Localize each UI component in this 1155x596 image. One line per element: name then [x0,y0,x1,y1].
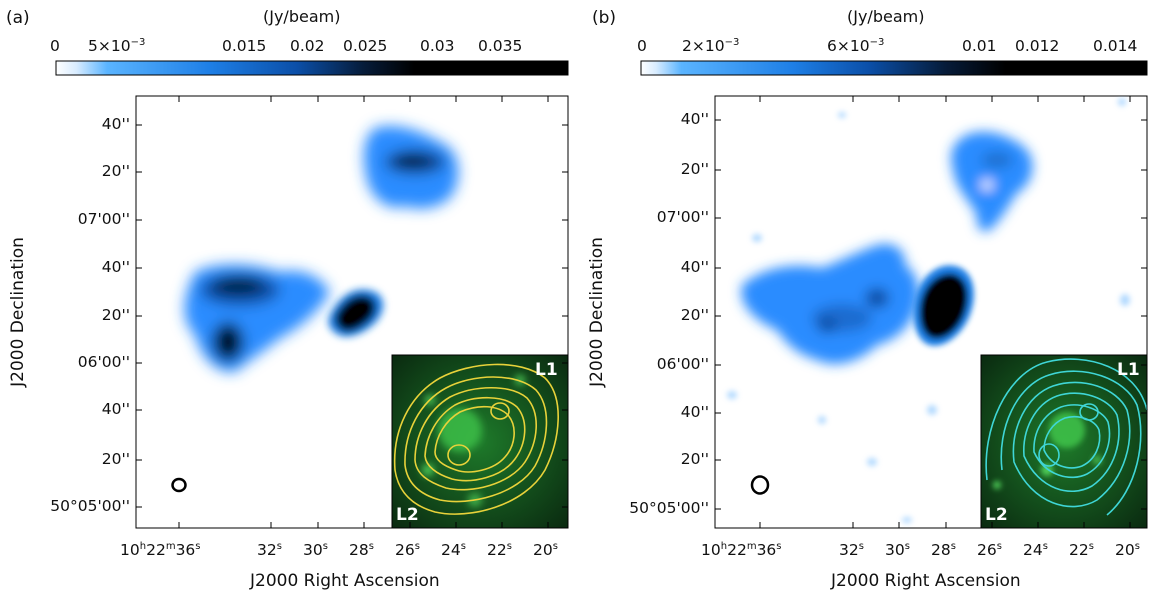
y-tick-label: 20'' [101,306,130,324]
optical-inset [980,354,1148,529]
inset-label-l1: L1 [535,360,558,380]
colorbar-tick: 5×10−3 [88,37,146,56]
y-axis-title: J2000 Declination [587,237,607,387]
y-tick-label: 40'' [680,403,709,421]
panel-label: (a) [6,8,30,28]
emission-core [328,289,384,337]
y-tick-label: 07'00'' [656,208,709,226]
beam-ellipse [171,477,187,493]
emission-south-lobe [184,264,330,373]
emission-south-lobe [741,243,919,365]
x-tick-label: 10h22m36s [120,541,201,560]
colorbar-tick: 0.012 [1015,37,1060,55]
y-tick-label: 50°05'00'' [50,497,130,515]
colorbar-tick: 0.025 [343,37,388,55]
colorbar-tick: 0.015 [222,37,267,55]
y-tick-label: 06'00'' [77,353,130,371]
y-tick-label: 50°05'00'' [629,499,709,517]
x-tick-label: 26s [977,541,1002,560]
colorbar-tick: 0.01 [962,37,997,55]
colorbar-tick: 2×10−3 [682,37,740,56]
colorbar-tick: 0.014 [1093,37,1138,55]
y-tick-label: 07'00'' [77,210,130,228]
inset-label-l2: L2 [985,505,1008,525]
x-axis-ticks [178,96,549,528]
x-tick-label: 30s [303,541,328,560]
y-tick-label: 20'' [680,450,709,468]
x-tick-label: 20s [533,541,558,560]
inset-label-l1: L1 [1117,360,1140,380]
colorbar-tick: 0.035 [478,37,523,55]
emission-north-lobe [363,125,459,209]
inset-label-l2: L2 [396,505,419,525]
y-tick-label: 20'' [101,162,130,180]
y-tick-label: 20'' [680,306,709,324]
y-axis-ticks [136,124,568,508]
emission-core [913,265,974,346]
x-tick-label: 28s [931,541,956,560]
radio-map-a [55,60,569,529]
colorbar-tick: 0 [50,37,60,55]
x-tick-label: 32s [839,541,864,560]
noise-patches [727,98,1130,523]
x-tick-label: 30s [885,541,910,560]
colorbar-unit: (Jy/beam) [847,7,925,26]
panel-label: (b) [592,8,617,28]
y-tick-label: 40'' [680,110,709,128]
colorbar-tick: 0.02 [290,37,325,55]
optical-inset [391,354,569,529]
panel-a: (a) (Jy/beam) 0 5×10−3 0.015 0.02 0.025 … [6,7,569,591]
beam-ellipse [750,475,770,495]
x-tick-label: 32s [257,541,282,560]
y-tick-label: 40'' [101,400,130,418]
colorbar-tick: 6×10−3 [827,37,885,56]
x-tick-label: 10h22m36s [701,541,782,560]
radio-contours [985,358,1148,516]
colorbar-tick: 0.03 [420,37,455,55]
y-axis-ticks [715,119,1147,510]
y-tick-label: 20'' [101,450,130,468]
radio-map-b [640,60,1148,529]
y-tick-label: 40'' [680,258,709,276]
colorbar [640,60,1148,76]
y-tick-label: 40'' [101,115,130,133]
x-tick-label: 28s [349,541,374,560]
y-tick-label: 06'00'' [656,355,709,373]
x-tick-label: 20s [1115,541,1140,560]
y-tick-label: 20'' [680,160,709,178]
colorbar [55,60,569,76]
x-axis-title: J2000 Right Ascension [250,571,440,591]
x-tick-label: 26s [395,541,420,560]
colorbar-tick: 0 [637,37,647,55]
x-axis-title: J2000 Right Ascension [831,571,1021,591]
x-tick-label: 24s [1023,541,1048,560]
y-axis-title: J2000 Declination [8,237,28,387]
x-tick-label: 24s [441,541,466,560]
x-tick-label: 22s [1069,541,1094,560]
x-tick-label: 22s [487,541,512,560]
x-axis-ticks [759,96,1131,528]
radio-contours [393,363,559,515]
emission-north-lobe [951,131,1033,232]
panel-b: (b) (Jy/beam) 0 2×10−3 6×10−3 0.01 0.012… [577,0,1155,596]
y-tick-label: 40'' [101,258,130,276]
colorbar-unit: (Jy/beam) [263,7,341,26]
